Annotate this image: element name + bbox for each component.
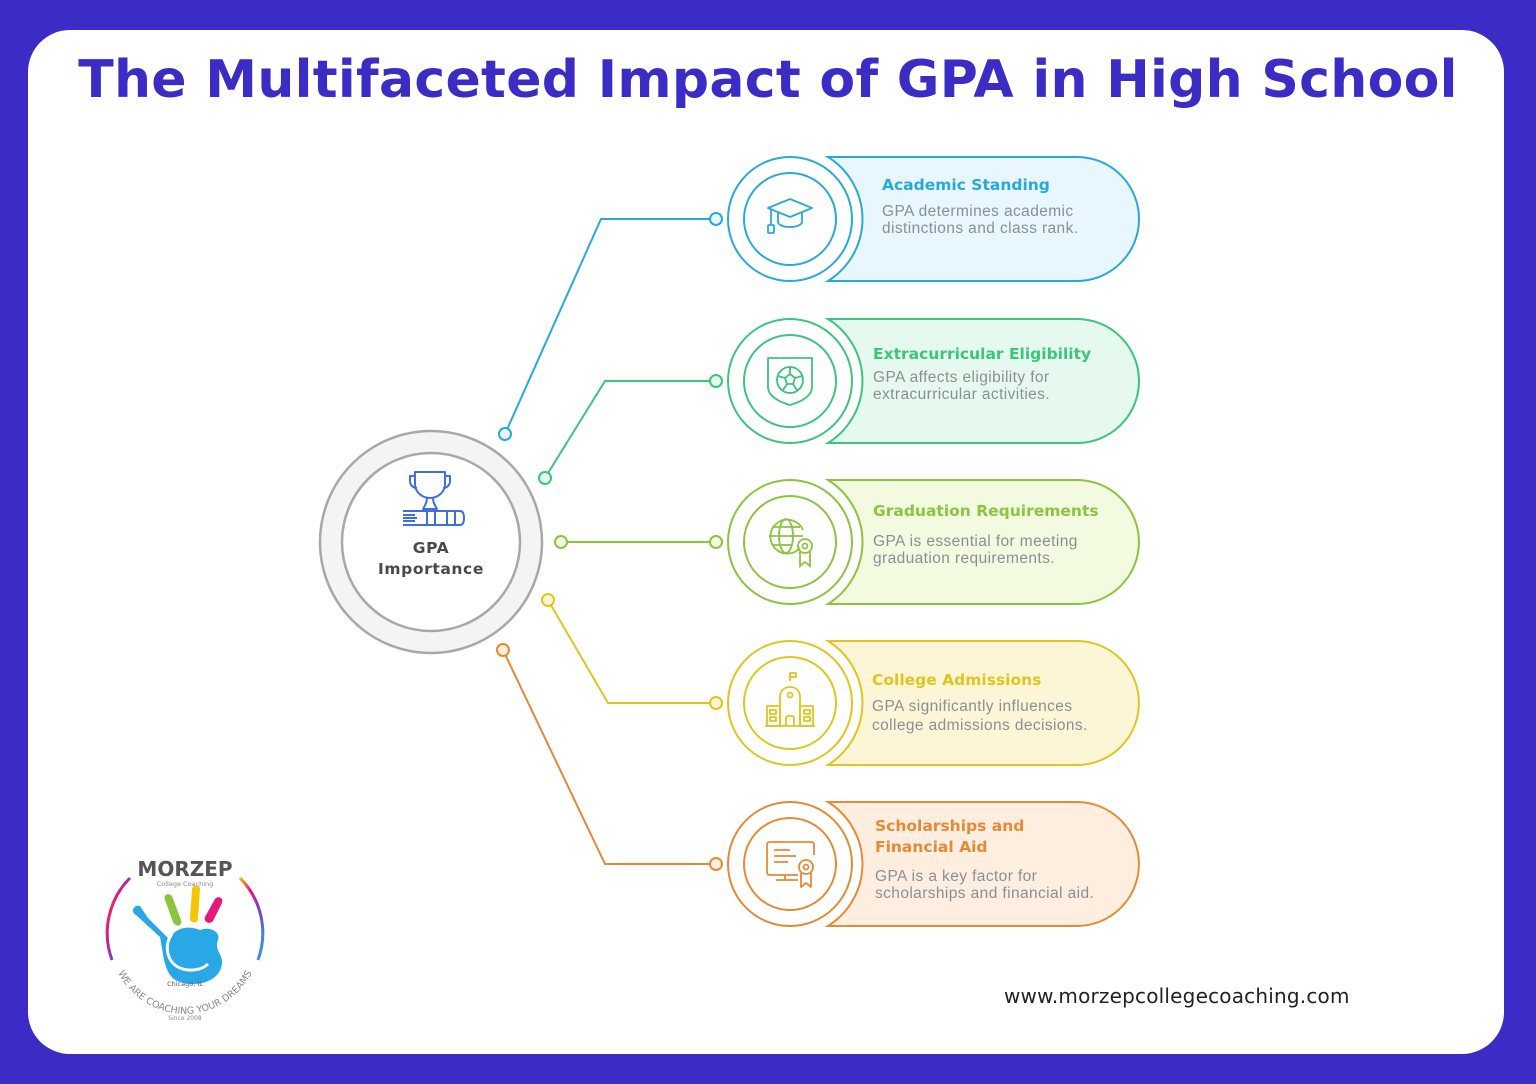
logo-subtitle: College Coaching xyxy=(157,880,214,888)
logo-since: Since 2008 xyxy=(168,1015,202,1022)
item-description-line: GPA is essential for meeting xyxy=(873,533,1078,550)
soccer-shield-icon xyxy=(767,357,813,406)
logo-location: Chicago, IL xyxy=(167,980,203,988)
item-description-line: extracurricular activities. xyxy=(873,386,1051,403)
item-card-graduation xyxy=(727,479,1140,605)
item-description-line: college admissions decisions. xyxy=(872,717,1088,734)
item-description-line: GPA is a key factor for xyxy=(875,868,1038,885)
item-card-extracurricular xyxy=(727,318,1140,444)
item-card-college-admissions xyxy=(727,640,1140,766)
item-title-line: Scholarships and xyxy=(875,817,1025,835)
item-description: GPA affects eligibility for extracurricu… xyxy=(873,369,1091,403)
logo-brand: MORZEP xyxy=(137,857,232,881)
logo-ring xyxy=(105,876,265,961)
item-scholarships: Scholarships and Financial Aid GPA is a … xyxy=(875,816,1094,902)
page-title: The Multifaceted Impact of GPA in High S… xyxy=(78,50,1458,110)
item-description-line: scholarships and financial aid. xyxy=(875,885,1095,902)
connector-college-admissions xyxy=(541,593,723,710)
item-card-scholarships xyxy=(727,801,1140,927)
item-description-line: GPA significantly influences xyxy=(872,698,1073,715)
item-extracurricular: Extracurricular Eligibility GPA affects … xyxy=(873,344,1091,403)
connector-extracurricular xyxy=(538,374,723,485)
item-title: Scholarships and Financial Aid xyxy=(875,816,1094,858)
item-description: GPA significantly influences college adm… xyxy=(872,697,1088,735)
item-title: Academic Standing xyxy=(882,176,1050,194)
connector-academic-standing xyxy=(498,212,723,441)
center-label: GPA Importance xyxy=(361,538,501,580)
school-building-icon xyxy=(765,672,815,727)
morzep-logo: MORZEP College Coaching WE ARE COACHING … xyxy=(105,857,265,1022)
item-title: Graduation Requirements xyxy=(873,502,1099,520)
trophy-on-books-icon xyxy=(403,471,465,526)
item-description-line: GPA affects eligibility for xyxy=(873,369,1050,386)
graduation-cap-icon xyxy=(767,198,813,234)
center-label-line1: GPA xyxy=(412,539,450,557)
connector-graduation xyxy=(554,535,723,549)
hand-icon xyxy=(133,885,223,984)
item-title-line: Financial Aid xyxy=(875,838,988,856)
item-description: GPA determines academic distinctions and… xyxy=(882,203,1078,237)
item-description-line: distinctions and class rank. xyxy=(882,220,1079,237)
item-description-line: graduation requirements. xyxy=(873,550,1055,567)
item-description: GPA is a key factor for scholarships and… xyxy=(875,868,1094,902)
item-card-academic-standing xyxy=(727,156,1140,282)
center-node xyxy=(318,429,544,655)
item-college-admissions: College Admissions GPA significantly inf… xyxy=(872,670,1088,735)
item-description: GPA is essential for meeting graduation … xyxy=(873,533,1099,567)
item-title: Extracurricular Eligibility xyxy=(873,345,1092,363)
connector-scholarships xyxy=(496,643,723,871)
website-url[interactable]: www.morzepcollegecoaching.com xyxy=(1004,984,1350,1008)
item-description-line: GPA determines academic xyxy=(882,203,1074,220)
item-graduation: Graduation Requirements GPA is essential… xyxy=(873,501,1099,567)
certificate-icon xyxy=(766,841,815,888)
item-academic-standing: Academic Standing GPA determines academi… xyxy=(882,175,1078,237)
globe-award-icon xyxy=(769,518,813,568)
item-title: College Admissions xyxy=(872,671,1042,689)
center-label-line2: Importance xyxy=(378,560,484,578)
